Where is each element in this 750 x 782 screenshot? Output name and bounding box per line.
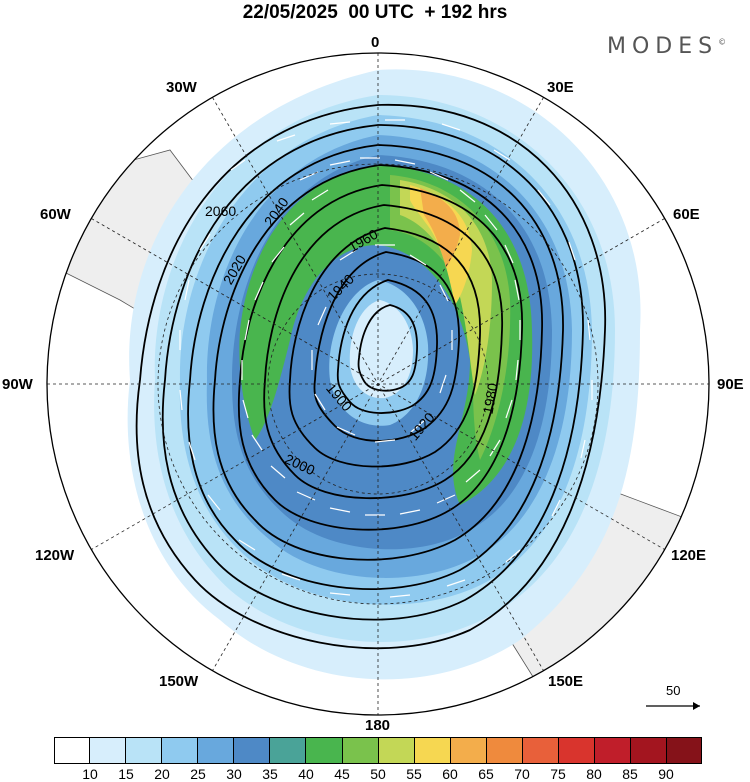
- lon-label-120e: 120E: [671, 547, 707, 564]
- colorbar-cell: [594, 737, 631, 764]
- wind-vectors: [179, 119, 593, 598]
- contour-2040: [161, 124, 584, 621]
- reference-vector-label: 50: [666, 683, 681, 698]
- colorbar-cell: [522, 737, 559, 764]
- lon-label-180: 180: [365, 717, 391, 734]
- lon-label-30w: 30W: [166, 79, 197, 96]
- colorbar-cell: [631, 737, 668, 764]
- contour-2020: [187, 144, 564, 590]
- colorbar-cell: [162, 737, 199, 764]
- colorbar-cell: [486, 737, 523, 764]
- colorbar-cell: [234, 737, 271, 764]
- colorbar-cell: [378, 737, 415, 764]
- chart-title: 22/05/2025 00 UTC + 192 hrs: [242, 2, 508, 23]
- colorbar: [54, 737, 703, 764]
- lon-label-90e: 90E: [717, 376, 744, 393]
- colorbar-tick-label: 90: [658, 766, 674, 782]
- contour-2060: [135, 104, 606, 650]
- colorbar-frame: [54, 737, 702, 764]
- map-border: [46, 52, 710, 716]
- contour-label-2060: 2060: [205, 203, 236, 219]
- colorbar-tick-label: 65: [478, 766, 494, 782]
- colorbar-tick-label: 25: [190, 766, 206, 782]
- lon-label-0: 0: [371, 34, 380, 51]
- contour-1940: [288, 227, 481, 468]
- colorbar-tick-label: 40: [298, 766, 314, 782]
- contour-2000: [212, 164, 543, 561]
- colorbar-tick-label: 60: [442, 766, 458, 782]
- colorbar-tick-label: 55: [406, 766, 422, 782]
- contour-1980: [237, 184, 523, 531]
- colorbar-cell: [306, 737, 343, 764]
- colorbar-tick-label: 70: [514, 766, 530, 782]
- brand-logo: MODES©: [607, 34, 727, 59]
- shade-core-15: [349, 300, 413, 399]
- colorbar-tick-label: 75: [550, 766, 566, 782]
- colorbar-cell: [54, 737, 91, 764]
- colorbar-tick-label: 45: [334, 766, 350, 782]
- lon-label-120w: 120W: [35, 547, 75, 564]
- lon-label-90w: 90W: [2, 376, 33, 393]
- colorbar-cell: [90, 737, 127, 764]
- lon-label-60e: 60E: [673, 206, 700, 223]
- contour-label-1980: 1980: [480, 382, 501, 416]
- colorbar-cell: [667, 737, 703, 764]
- colorbar-tick-label: 20: [154, 766, 170, 782]
- colorbar-tick-label: 35: [262, 766, 278, 782]
- colorbar-cell: [342, 737, 379, 764]
- colorbar-tick-label: 85: [622, 766, 638, 782]
- colorbar-tick-label: 80: [586, 766, 602, 782]
- contour-1960: [263, 204, 503, 500]
- shade-65: [420, 188, 460, 268]
- contour-1900: [336, 279, 438, 414]
- colorbar-cell: [126, 737, 163, 764]
- colorbar-cell: [198, 737, 235, 764]
- graticule: [47, 53, 709, 715]
- colorbar-tick-label: 50: [370, 766, 386, 782]
- lon-label-150w: 150W: [159, 673, 199, 690]
- reference-vector-arrow: [646, 702, 700, 710]
- colorbar-cell: [450, 737, 487, 764]
- wind-speed-shading: [127, 69, 641, 680]
- colorbar-tick-label: 15: [118, 766, 134, 782]
- colorbar-cell: [558, 737, 595, 764]
- colorbar-cell: [270, 737, 307, 764]
- contour-1880: [357, 304, 418, 392]
- lon-label-60w: 60W: [40, 206, 71, 223]
- lon-label-150e: 150E: [548, 673, 584, 690]
- colorbar-tick-label: 10: [82, 766, 98, 782]
- lon-label-30e: 30E: [547, 79, 574, 96]
- colorbar-cell: [414, 737, 451, 764]
- colorbar-tick-label: 30: [226, 766, 242, 782]
